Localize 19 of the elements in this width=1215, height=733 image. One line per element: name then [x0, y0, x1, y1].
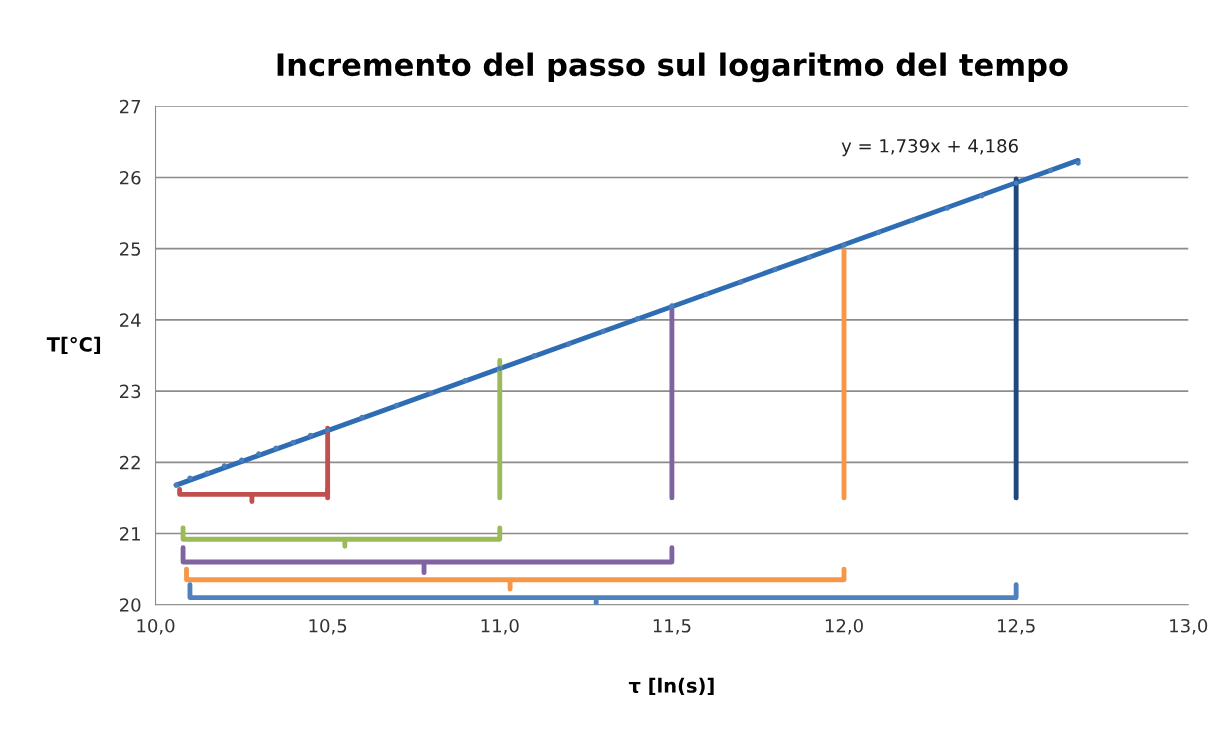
y-tick-label: 21: [119, 526, 140, 541]
y-tick-label: 24: [119, 313, 141, 327]
x-tick-label: 12,0: [825, 618, 863, 635]
x-tick-label: 10,0: [137, 618, 175, 635]
x-tick-label: 10,5: [309, 618, 347, 635]
y-tick-label: 26: [119, 170, 141, 185]
x-tick-label: 12,5: [998, 618, 1035, 635]
x-tick-label: 11,5: [653, 619, 691, 635]
y-axis-title: T[°C]: [46, 336, 101, 355]
x-tick-label: 11,0: [481, 618, 519, 635]
chart-title: Incremento del passo sul logaritmo del tempo: [277, 52, 1068, 83]
y-tick-label: 22: [119, 455, 140, 470]
annotation: y = 1,739x + 4,186: [841, 138, 1018, 157]
y-tick-label: 27: [119, 99, 141, 114]
y-tick-label: 25: [119, 242, 141, 256]
y-tick-label: 20: [119, 598, 141, 612]
x-axis-title: τ [ln(s)]: [628, 677, 714, 696]
x-tick-label: 13,0: [1170, 618, 1208, 635]
y-tick-label: 23: [119, 384, 141, 399]
